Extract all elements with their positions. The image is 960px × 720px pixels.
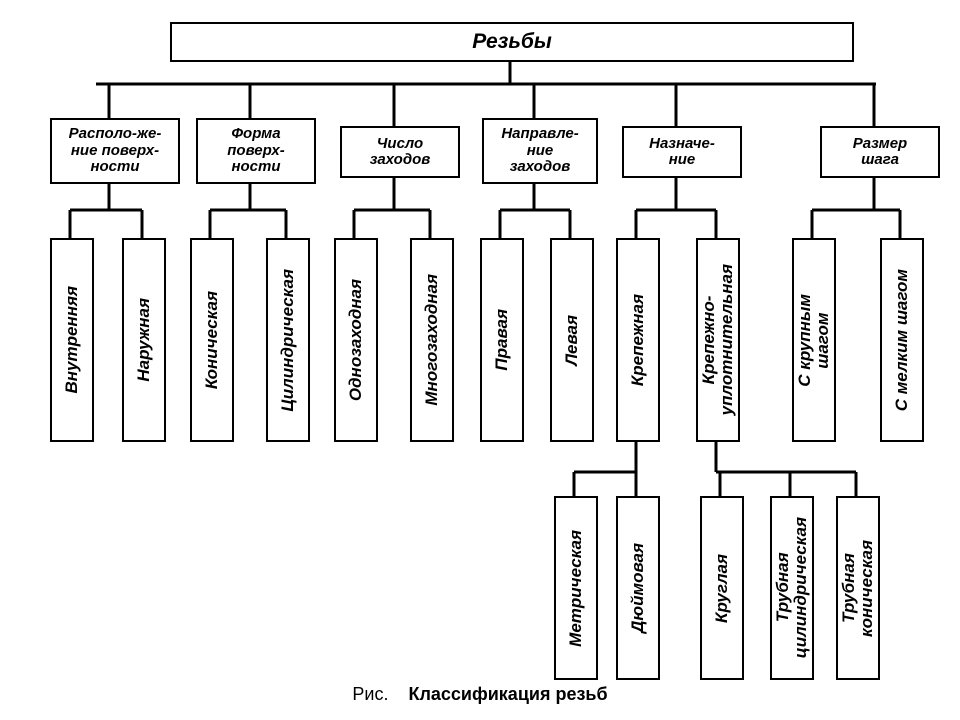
leaf-node: Внутренняя (50, 238, 94, 442)
leaf-label: Левая (563, 315, 581, 366)
leaf-label: Многозаходная (423, 274, 441, 406)
root-node: Резьбы (170, 22, 854, 62)
category-node: Назначе- ние (622, 126, 742, 178)
leaf-node: Крепежно- уплотнительная (696, 238, 740, 442)
leaf-label: Внутренняя (63, 286, 81, 394)
category-node: Направле- ние заходов (482, 118, 598, 184)
leaf-node: Правая (480, 238, 524, 442)
leaf-node: С мелким шагом (880, 238, 924, 442)
leaf-label: Крепежно- уплотнительная (700, 264, 736, 415)
sub-leaf-node: Метрическая (554, 496, 598, 680)
leaf-node: Крепежная (616, 238, 660, 442)
caption-text: Классификация резьб (408, 684, 607, 704)
figure-caption: Рис. Классификация резьб (0, 684, 960, 705)
leaf-label: Крепежная (629, 294, 647, 386)
category-node: Размер шага (820, 126, 940, 178)
category-node: Форма поверх- ности (196, 118, 316, 184)
category-node: Располо-же- ние поверх- ности (50, 118, 180, 184)
sub-leaf-label: Круглая (713, 554, 731, 623)
leaf-node: Наружная (122, 238, 166, 442)
leaf-node: Коническая (190, 238, 234, 442)
leaf-node: Многозаходная (410, 238, 454, 442)
sub-leaf-node: Трубная коническая (836, 496, 880, 680)
leaf-label: С мелким шагом (893, 269, 911, 411)
sub-leaf-label: Трубная коническая (840, 540, 876, 637)
leaf-node: Однозаходная (334, 238, 378, 442)
leaf-node: Цилиндрическая (266, 238, 310, 442)
leaf-label: Однозаходная (347, 279, 365, 401)
category-node: Число заходов (340, 126, 460, 178)
leaf-label: Наружная (135, 298, 153, 382)
sub-leaf-node: Дюймовая (616, 496, 660, 680)
leaf-node: Левая (550, 238, 594, 442)
sub-leaf-label: Трубная цилиндрическая (774, 517, 810, 658)
leaf-node: С крупным шагом (792, 238, 836, 442)
sub-leaf-node: Трубная цилиндрическая (770, 496, 814, 680)
sub-leaf-label: Дюймовая (629, 543, 647, 633)
leaf-label: Правая (493, 309, 511, 371)
caption-prefix: Рис. (352, 684, 388, 704)
leaf-label: Коническая (203, 291, 221, 389)
root-label: Резьбы (472, 30, 552, 53)
sub-leaf-node: Круглая (700, 496, 744, 680)
leaf-label: Цилиндрическая (279, 269, 297, 412)
sub-leaf-label: Метрическая (567, 530, 585, 647)
leaf-label: С крупным шагом (796, 294, 832, 387)
